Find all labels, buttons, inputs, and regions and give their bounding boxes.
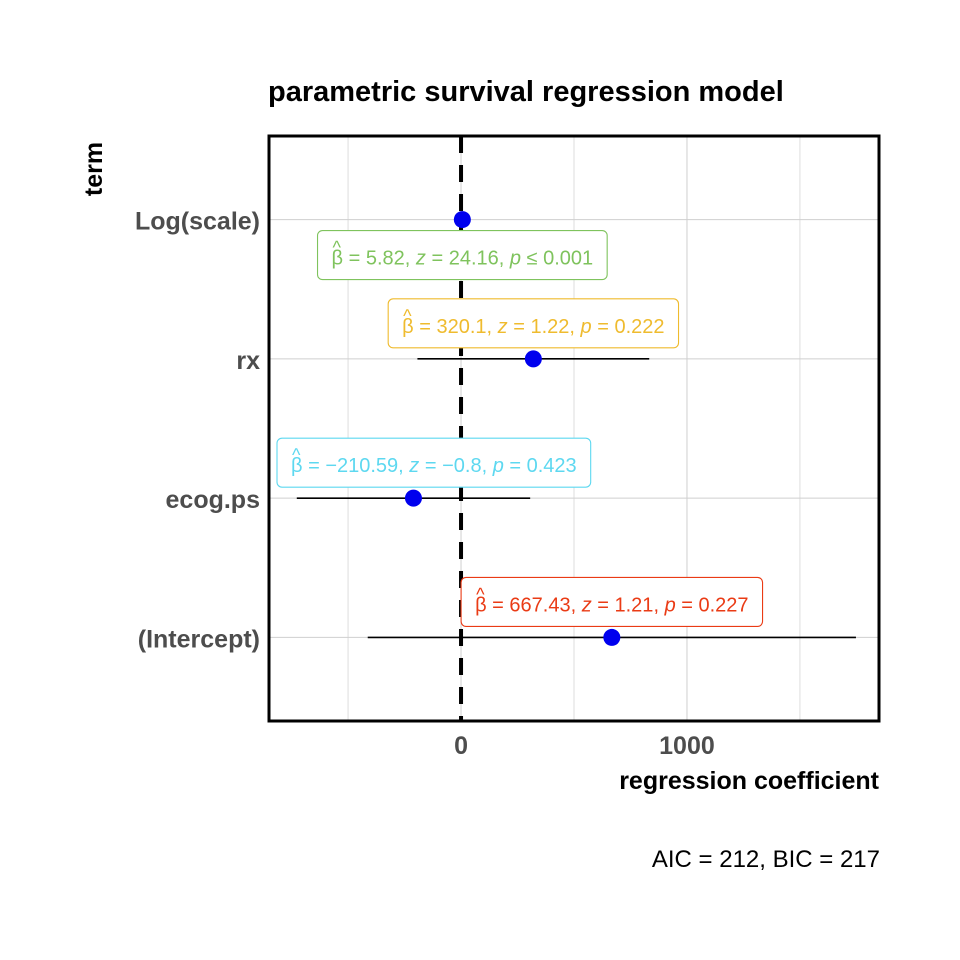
x-tick-label: 0 — [454, 732, 468, 760]
y-tick-label: (Intercept) — [138, 625, 260, 653]
panel-border — [267, 134, 881, 723]
y-tick-label: rx — [236, 347, 260, 375]
model-fit-caption: AIC = 212, BIC = 217 — [651, 846, 880, 873]
estimate-points — [404, 211, 621, 646]
beta-hat-accent: ^ — [333, 238, 342, 258]
estimate-label: β = −210.59, z = −0.8, p = 0.423^ — [276, 437, 592, 488]
beta-hat-accent: ^ — [403, 306, 412, 326]
estimate-label: β = 320.1, z = 1.22, p = 0.222^ — [387, 298, 680, 349]
estimate-label-text: β = −210.59, z = −0.8, p = 0.423 — [291, 455, 577, 477]
estimate-point — [524, 350, 542, 368]
y-tick-label: Log(scale) — [135, 208, 260, 236]
estimate-label-box — [316, 230, 608, 281]
chart-title: parametric survival regression model — [268, 76, 784, 108]
estimate-label-box — [387, 298, 680, 349]
estimate-labels: β = 5.82, z = 24.16, p ≤ 0.001^β = 320.1… — [276, 230, 764, 627]
x-axis-label: regression coefficient — [619, 767, 879, 795]
estimate-label-box — [460, 576, 764, 627]
x-tick-labels: 0 1000 — [454, 732, 715, 760]
estimate-point — [603, 628, 621, 646]
estimate-label-box — [276, 437, 592, 488]
estimate-label: β = 5.82, z = 24.16, p ≤ 0.001^ — [316, 230, 608, 281]
estimate-label-text: β = 320.1, z = 1.22, p = 0.222 — [402, 316, 664, 338]
grid-lines — [269, 136, 879, 721]
beta-hat-accent: ^ — [292, 445, 301, 465]
estimate-label: β = 667.43, z = 1.21, p = 0.227^ — [460, 576, 764, 627]
y-axis-label: term — [80, 142, 108, 196]
x-tick-label: 1000 — [659, 732, 715, 760]
estimate-point — [404, 489, 422, 507]
beta-hat-accent: ^ — [476, 584, 485, 604]
y-tick-label: ecog.ps — [166, 486, 260, 514]
estimate-point — [453, 211, 471, 229]
estimate-label-text: β = 5.82, z = 24.16, p ≤ 0.001 — [332, 248, 594, 270]
estimate-label-text: β = 667.43, z = 1.21, p = 0.227 — [475, 594, 748, 616]
y-tick-labels: Log(scale) rx ecog.ps (Intercept) — [135, 208, 260, 654]
